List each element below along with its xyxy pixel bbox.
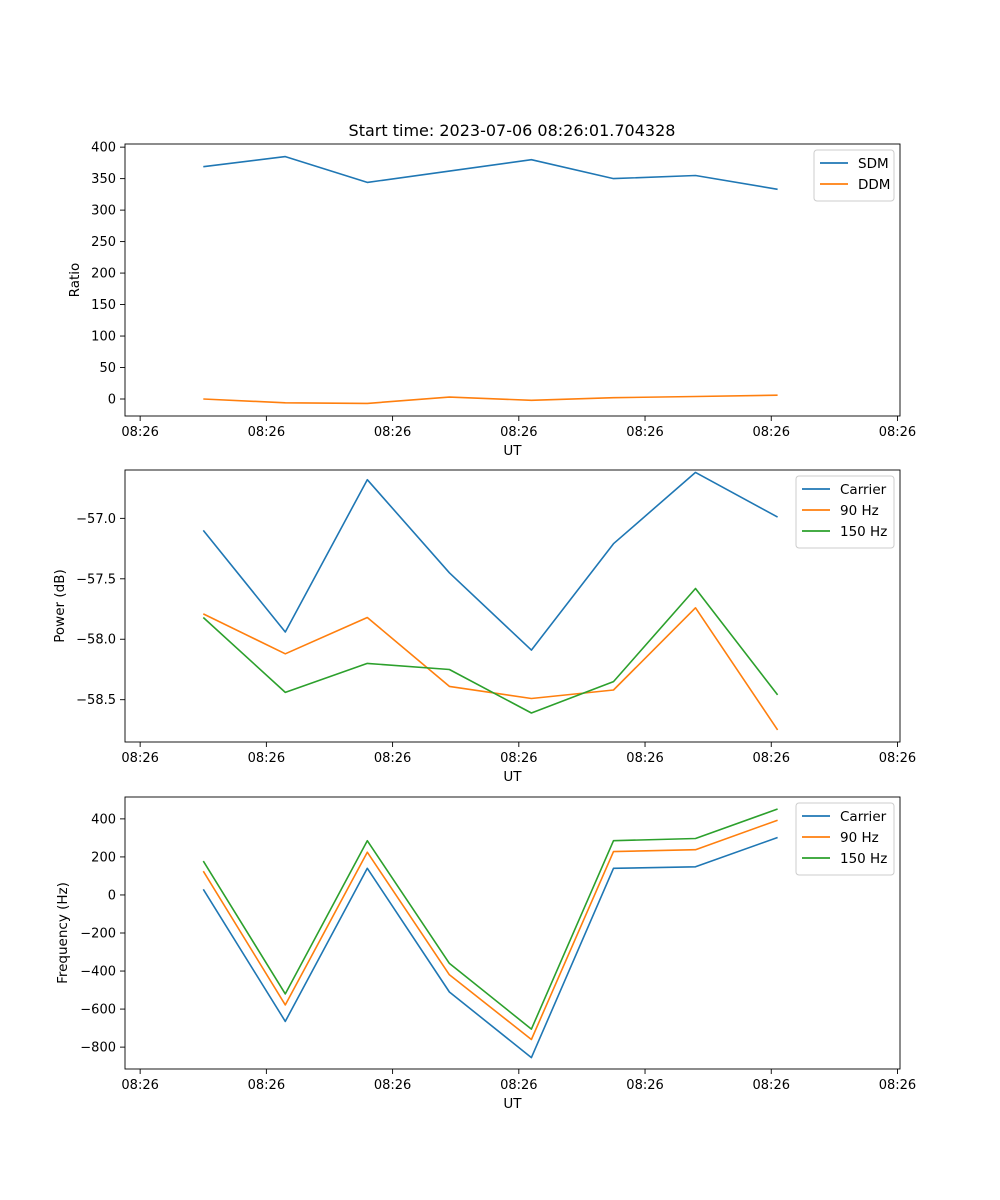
y-tick-label: 400 <box>91 812 116 827</box>
y-tick-label: 50 <box>99 361 116 376</box>
figure-title: Start time: 2023-07-06 08:26:01.704328 <box>349 121 676 140</box>
y-axis-label: Frequency (Hz) <box>55 882 71 984</box>
series-line-ddm <box>203 394 778 405</box>
plot-area-frame <box>124 143 901 417</box>
legend: Carrier 90 Hz 150 Hz <box>795 802 895 876</box>
x-tick-label: 08:26 <box>879 751 916 766</box>
x-tick-label: 08:26 <box>753 751 790 766</box>
y-tick-label: 200 <box>91 267 116 282</box>
legend-label: SDM <box>858 156 889 172</box>
x-axis-label: UT <box>503 443 522 459</box>
legend-label: 150 Hz <box>840 851 887 867</box>
legend-label: DDM <box>858 177 890 193</box>
y-tick-label: 350 <box>91 172 116 187</box>
series-line-150-hz <box>202 808 778 1030</box>
x-tick-label: 08:26 <box>374 751 411 766</box>
series-line-150-hz <box>202 587 779 714</box>
x-tick-label: 08:26 <box>374 1078 411 1093</box>
series-line-90-hz <box>202 819 778 1041</box>
x-tick-label: 08:26 <box>248 1078 285 1093</box>
y-tick-label: 300 <box>91 204 116 219</box>
x-tick-label: 08:26 <box>626 1078 663 1093</box>
legend-box <box>795 475 895 549</box>
x-tick-label: 08:26 <box>753 425 790 440</box>
x-tick-label: 08:26 <box>500 1078 537 1093</box>
series-line-90-hz <box>202 606 779 731</box>
chart-panel-2: −57.0 −57.5 −58.0 −58.5 08:26 08:26 08:26 08:26… <box>52 469 916 785</box>
y-tick-label: −57.0 <box>76 512 116 527</box>
y-tick-label: −600 <box>80 1003 116 1018</box>
charts: 0 50 100 150 200 250 300 350 400 08:26 08:26 08:26 0… <box>52 141 916 1112</box>
x-tick-label: 08:26 <box>626 751 663 766</box>
legend-label: Carrier <box>840 482 887 498</box>
legend-label: 90 Hz <box>840 503 879 519</box>
y-tick-label: −57.5 <box>76 572 116 587</box>
x-axis-label: UT <box>503 769 522 785</box>
series-line-sdm <box>203 155 778 191</box>
legend: SDM DDM <box>813 149 895 202</box>
legend-label: 90 Hz <box>840 830 879 846</box>
y-axis-label: Ratio <box>67 263 83 298</box>
y-axis-label: Power (dB) <box>52 569 68 642</box>
x-tick-label: 08:26 <box>879 1078 916 1093</box>
plot-area-frame <box>124 796 901 1070</box>
series-line-carrier <box>202 471 778 651</box>
x-tick-label: 08:26 <box>879 425 916 440</box>
y-tick-label: −800 <box>80 1041 116 1056</box>
y-tick-label: −400 <box>80 965 116 980</box>
series-line-carrier <box>202 836 778 1059</box>
y-tick-label: 0 <box>108 888 116 903</box>
x-tick-label: 08:26 <box>500 425 537 440</box>
x-tick-label: 08:26 <box>121 425 158 440</box>
chart-panel-1: 0 50 100 150 200 250 300 350 400 08:26 08:26 08:26 0… <box>67 141 916 459</box>
legend-label: 150 Hz <box>840 524 887 540</box>
y-tick-label: 0 <box>108 393 116 408</box>
x-tick-label: 08:26 <box>248 751 285 766</box>
legend: Carrier 90 Hz 150 Hz <box>795 475 895 549</box>
y-tick-label: −58.0 <box>76 633 116 648</box>
plot-area-frame <box>124 469 901 743</box>
y-tick-label: 250 <box>91 235 116 250</box>
x-tick-label: 08:26 <box>121 751 158 766</box>
x-tick-label: 08:26 <box>626 425 663 440</box>
x-axis-label: UT <box>503 1096 522 1112</box>
chart-panel-3: 400 200 0 −200 −400 −600 −800 08:26 08:26 08:26 08… <box>55 796 916 1112</box>
x-tick-label: 08:26 <box>121 1078 158 1093</box>
y-tick-label: 200 <box>91 850 116 865</box>
x-tick-label: 08:26 <box>753 1078 790 1093</box>
legend-box <box>795 802 895 876</box>
x-tick-label: 08:26 <box>500 751 537 766</box>
y-tick-label: 100 <box>91 330 116 345</box>
y-tick-label: −58.5 <box>76 693 116 708</box>
y-tick-label: 400 <box>91 141 116 156</box>
y-tick-label: 150 <box>91 298 116 313</box>
y-tick-label: −200 <box>80 927 116 942</box>
legend-label: Carrier <box>840 809 887 825</box>
x-tick-label: 08:26 <box>248 425 285 440</box>
x-tick-label: 08:26 <box>374 425 411 440</box>
